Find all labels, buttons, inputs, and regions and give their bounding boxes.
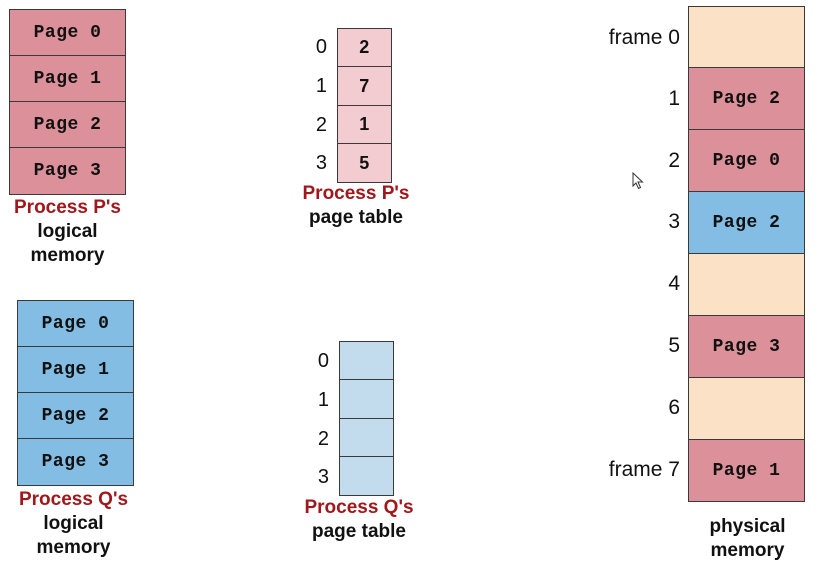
caption-line: page table xyxy=(312,521,406,542)
caption-line: page table xyxy=(309,207,403,228)
pt-p-index-2: 2 xyxy=(315,114,327,136)
frame-label-0: frame 0 xyxy=(608,26,680,49)
pt-p-frame-2: 1 xyxy=(337,106,392,144)
caption-line: Process Q's xyxy=(18,489,129,510)
frame-label-6: 6 xyxy=(668,396,680,419)
frame-label-2: 2 xyxy=(668,149,680,172)
pt-q-frame-0 xyxy=(339,341,394,380)
physical-frame-7: Page 1 xyxy=(688,440,805,502)
physical-frame-0 xyxy=(688,6,805,68)
process-p-logical-memory-caption: Process P's logical memory xyxy=(0,196,135,268)
process-p-page-0: Page 0 xyxy=(9,9,126,56)
pt-q-frame-1 xyxy=(339,380,394,419)
caption-line: Process P's xyxy=(302,183,410,204)
physical-frame-3: Page 2 xyxy=(688,192,805,254)
caption-line: physical xyxy=(709,516,786,537)
caption-line: Process P's xyxy=(14,197,121,218)
process-q-page-0: Page 0 xyxy=(17,300,134,347)
physical-frame-1: Page 2 xyxy=(688,68,805,130)
process-p-logical-memory: Page 0 Page 1 Page 2 Page 3 xyxy=(9,9,126,195)
pt-p-index-1: 1 xyxy=(315,75,327,97)
process-q-page-2: Page 2 xyxy=(17,393,134,439)
pt-p-frame-0: 2 xyxy=(337,28,392,67)
pt-p-frame-1: 7 xyxy=(337,67,392,106)
mouse-cursor-icon xyxy=(632,171,644,195)
caption-line: memory xyxy=(710,540,785,561)
process-q-logical-memory-caption: Process Q's logical memory xyxy=(6,488,141,560)
frame-label-4: 4 xyxy=(668,272,680,295)
process-p-page-1: Page 1 xyxy=(9,56,126,102)
pt-q-index-2: 2 xyxy=(317,428,329,450)
pt-q-index-1: 1 xyxy=(317,389,329,411)
physical-frame-2: Page 0 xyxy=(688,130,805,192)
frame-label-3: 3 xyxy=(668,210,680,233)
frame-label-7: frame 7 xyxy=(608,458,680,481)
pt-p-index-3: 3 xyxy=(315,152,327,174)
process-q-logical-memory: Page 0 Page 1 Page 2 Page 3 xyxy=(17,300,134,486)
slide-title-fragment: P xyxy=(222,0,262,2)
pt-q-index-3: 3 xyxy=(317,466,329,488)
physical-frame-5: Page 3 xyxy=(688,316,805,378)
process-p-page-2: Page 2 xyxy=(9,102,126,148)
caption-line: memory xyxy=(30,245,105,266)
caption-line: logical xyxy=(43,513,104,534)
process-q-page-3: Page 3 xyxy=(17,439,134,486)
process-p-page-table-caption: Process P's page table xyxy=(286,182,426,230)
physical-frame-6 xyxy=(688,378,805,440)
caption-line: logical xyxy=(37,221,98,242)
physical-frame-4 xyxy=(688,254,805,316)
process-q-page-table-caption: Process Q's page table xyxy=(289,496,429,544)
pt-q-frame-3 xyxy=(339,457,394,496)
frame-label-1: 1 xyxy=(668,87,680,110)
pt-p-index-0: 0 xyxy=(315,36,327,58)
physical-memory-frames: Page 2 Page 0 Page 2 Page 3 Page 1 xyxy=(688,6,805,502)
caption-line: Process Q's xyxy=(304,497,414,518)
pt-p-frame-3: 5 xyxy=(337,144,392,183)
physical-memory-caption: physical memory xyxy=(680,515,815,563)
pt-q-index-0: 0 xyxy=(317,350,329,372)
process-p-page-3: Page 3 xyxy=(9,148,126,195)
caption-line: memory xyxy=(36,537,111,558)
process-q-page-1: Page 1 xyxy=(17,347,134,393)
pt-q-frame-2 xyxy=(339,419,394,457)
frame-label-5: 5 xyxy=(668,334,680,357)
